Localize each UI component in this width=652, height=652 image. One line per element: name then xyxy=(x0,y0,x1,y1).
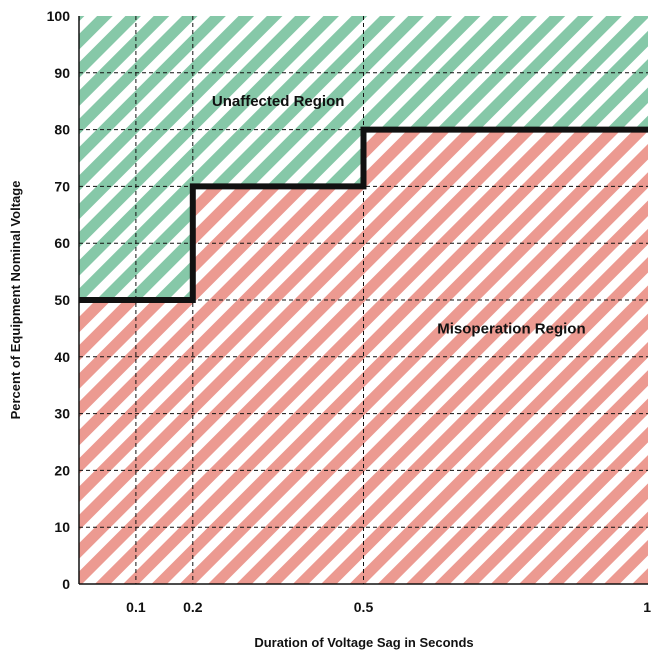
threshold-curve xyxy=(79,126,648,303)
y-tick-label: 0 xyxy=(62,576,70,592)
y-tick-label: 60 xyxy=(54,235,70,251)
x-tick-label: 0.2 xyxy=(183,599,203,615)
y-axis-title: Percent of Equipment Nominal Voltage xyxy=(8,181,23,420)
x-axis-ticks: 0.1 0.2 0.5 1 xyxy=(126,599,651,615)
y-tick-label: 20 xyxy=(54,462,70,478)
y-tick-label: 10 xyxy=(54,519,70,535)
y-tick-label: 50 xyxy=(54,292,70,308)
region-label-unaffected: Unaffected Region xyxy=(212,93,345,110)
y-tick-label: 80 xyxy=(54,122,70,138)
y-tick-label: 40 xyxy=(54,349,70,365)
y-tick-label: 30 xyxy=(54,406,70,422)
y-tick-label: 70 xyxy=(54,178,70,194)
region-label-misoperation: Misoperation Region xyxy=(437,320,585,337)
x-tick-label: 0.1 xyxy=(126,599,146,615)
y-tick-label: 90 xyxy=(54,65,70,81)
x-tick-label: 0.5 xyxy=(354,599,374,615)
y-tick-label: 100 xyxy=(47,8,71,24)
x-axis-title: Duration of Voltage Sag in Seconds xyxy=(254,635,473,650)
y-axis-ticks: 0 10 20 30 40 50 60 70 80 90 100 xyxy=(47,8,71,592)
x-tick-label: 1 xyxy=(643,599,651,615)
